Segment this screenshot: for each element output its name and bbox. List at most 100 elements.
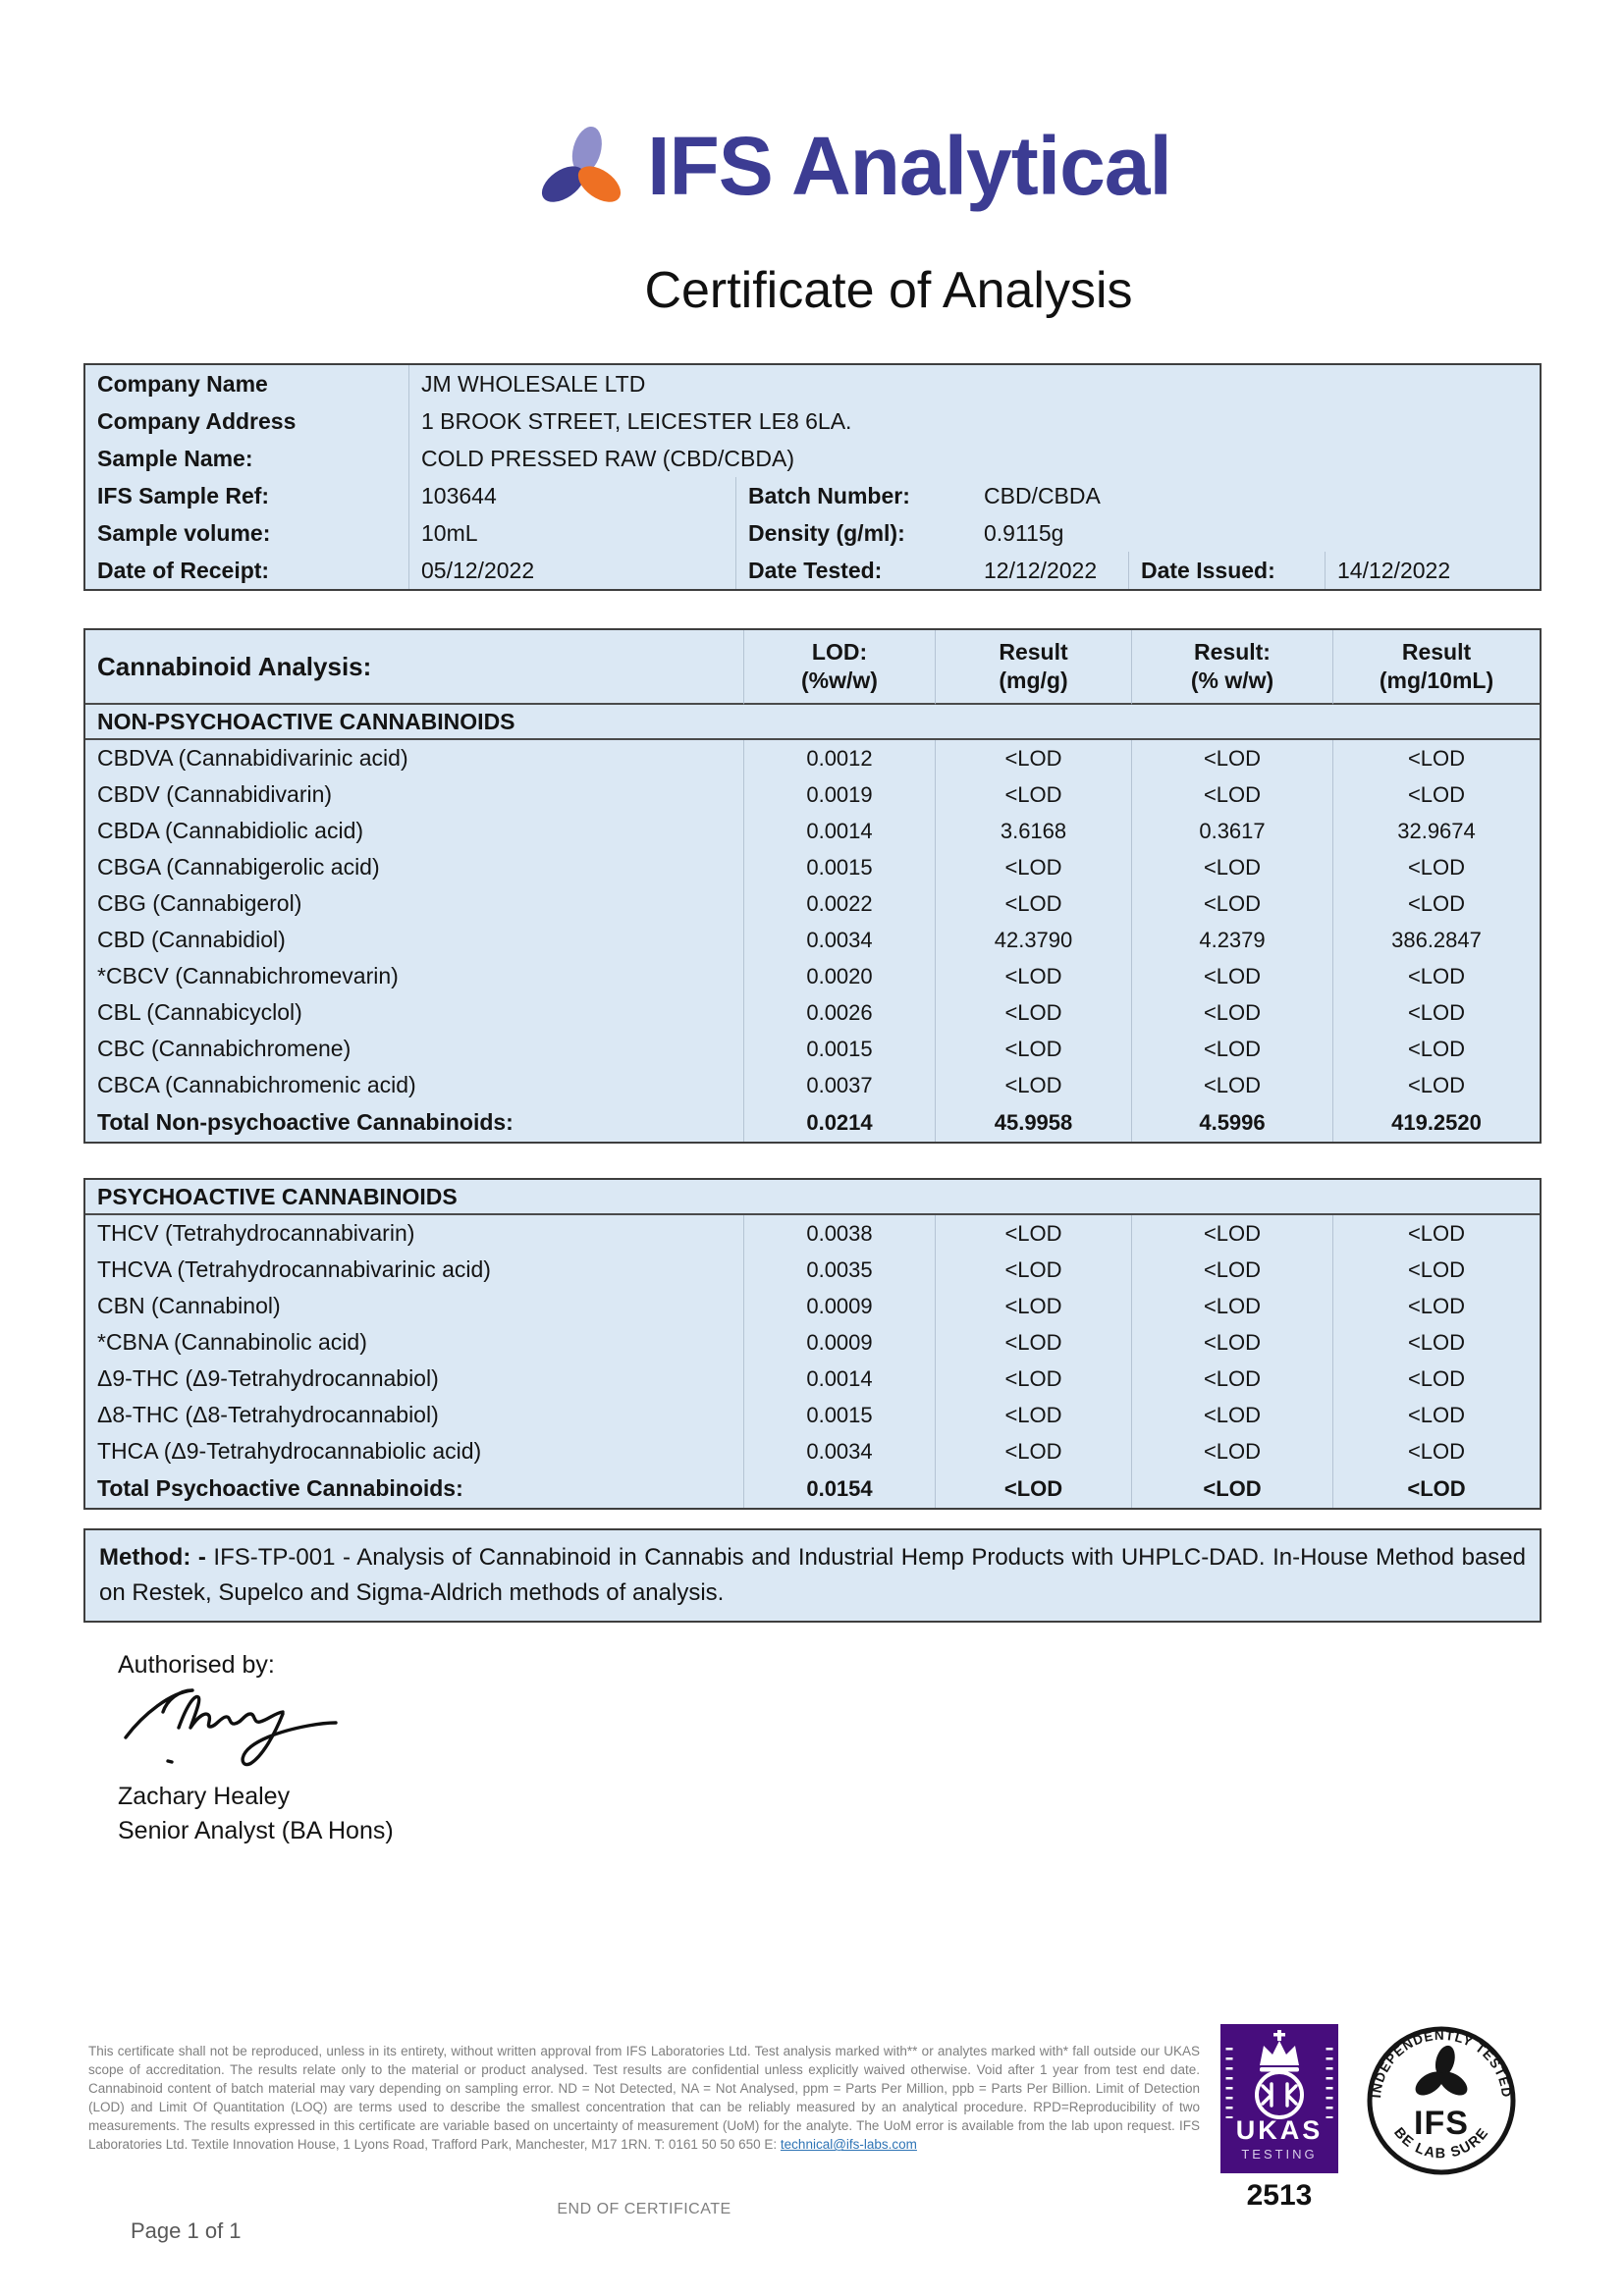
result-mg-g: <LOD	[935, 1288, 1131, 1324]
footer-disclaimer: This certificate shall not be reproduced…	[88, 2042, 1200, 2155]
document-title: Certificate of Analysis	[644, 262, 1133, 319]
method-label: Method: -	[99, 1544, 206, 1571]
lod-value: 0.0012	[743, 740, 935, 776]
analyte-name: CBN (Cannabinol)	[97, 1293, 281, 1318]
result-percent: 0.3617	[1131, 813, 1332, 849]
col-header-lod: LOD: (%w/w)	[743, 630, 935, 705]
sample-volume-value: 10mL	[409, 514, 736, 552]
stamp-logo-icon	[1415, 2045, 1468, 2096]
analyte-name: Δ8-THC (Δ8-Tetrahydrocannabiol)	[97, 1402, 439, 1427]
section-header-psychoactive: PSYCHOACTIVE CANNABINOIDS	[85, 1180, 1540, 1215]
col-header-mg10-line2: (mg/10mL)	[1379, 667, 1494, 693]
result-percent: <LOD	[1131, 885, 1332, 922]
result-mg-10ml: <LOD	[1332, 1067, 1540, 1103]
psychoactive-cannabinoids-table: PSYCHOACTIVE CANNABINOIDS THCV (Tetrahyd…	[83, 1178, 1542, 1510]
result-percent: <LOD	[1131, 1397, 1332, 1433]
email-link[interactable]: technical@ifs-labs.com	[780, 2137, 917, 2153]
result-percent: <LOD	[1131, 1361, 1332, 1397]
ukas-wordmark: UKAS	[1236, 2115, 1324, 2145]
disclaimer-text: This certificate shall not be reproduced…	[88, 2043, 1200, 2153]
sample-ref-label: IFS Sample Ref:	[85, 477, 409, 514]
analyte-name: *CBNA (Cannabinolic acid)	[97, 1329, 367, 1355]
page-number: Page 1 of 1	[131, 2218, 242, 2243]
total-result-percent: 4.5996	[1131, 1103, 1332, 1142]
ifs-stamp: INDEPENDENTLY TESTED BE LAB SURE IFS	[1367, 2026, 1516, 2175]
result-mg-g: <LOD	[935, 1324, 1131, 1361]
total-result-mg-10ml: <LOD	[1332, 1469, 1540, 1508]
result-percent: <LOD	[1131, 849, 1332, 885]
company-name-value: JM WHOLESALE LTD	[421, 370, 646, 397]
ukas-circle-icon	[1255, 2070, 1304, 2119]
analyte-name: CBGA (Cannabigerolic acid)	[97, 854, 380, 880]
result-mg-g: <LOD	[935, 1361, 1131, 1397]
total-lod-value: 0.0154	[743, 1469, 935, 1508]
total-result-percent: <LOD	[1131, 1469, 1332, 1508]
batch-number-label: Batch Number:	[748, 482, 910, 508]
result-mg-g: 42.3790	[935, 922, 1131, 958]
analyte-name: CBC (Cannabichromene)	[97, 1036, 352, 1061]
cannabinoid-analysis-table: Cannabinoid Analysis: LOD: (%w/w) Result…	[83, 628, 1542, 1144]
lod-value: 0.0038	[743, 1215, 935, 1252]
result-percent: <LOD	[1131, 994, 1332, 1031]
col-header-pct-line2: (% w/w)	[1190, 667, 1274, 693]
analyte-name: THCA (Δ9-Tetrahydrocannabiolic acid)	[97, 1438, 482, 1464]
sample-name-value: COLD PRESSED RAW (CBD/CBDA)	[421, 445, 794, 471]
result-percent: <LOD	[1131, 740, 1332, 776]
result-mg-10ml: <LOD	[1332, 776, 1540, 813]
total-psychoactive-label: Total Psychoactive Cannabinoids:	[97, 1475, 463, 1501]
result-mg-10ml: <LOD	[1332, 1433, 1540, 1469]
lod-value: 0.0019	[743, 776, 935, 813]
result-mg-10ml: 386.2847	[1332, 922, 1540, 958]
ukas-symbol-icon	[1261, 2082, 1298, 2108]
result-mg-10ml: <LOD	[1332, 740, 1540, 776]
ukas-testing-label: TESTING	[1241, 2147, 1317, 2162]
company-name-label: Company Name	[85, 365, 409, 402]
col-header-result-percent: Result: (% w/w)	[1131, 630, 1332, 705]
lod-value: 0.0015	[743, 849, 935, 885]
analyte-name: CBL (Cannabicyclol)	[97, 999, 302, 1025]
analyte-name: THCVA (Tetrahydrocannabivarinic acid)	[97, 1256, 491, 1282]
analyte-name: CBDV (Cannabidivarin)	[97, 781, 333, 807]
result-mg-g: <LOD	[935, 958, 1131, 994]
result-mg-10ml: <LOD	[1332, 1031, 1540, 1067]
signature-image	[124, 1688, 338, 1767]
lod-value: 0.0035	[743, 1252, 935, 1288]
result-mg-10ml: <LOD	[1332, 1215, 1540, 1252]
result-mg-g: <LOD	[935, 740, 1131, 776]
date-receipt-label: Date of Receipt:	[85, 552, 409, 589]
stamp-center-text: IFS	[1414, 2105, 1469, 2142]
lod-value: 0.0022	[743, 885, 935, 922]
result-mg-10ml: 32.9674	[1332, 813, 1540, 849]
result-mg-g: <LOD	[935, 1067, 1131, 1103]
date-tested-value: 12/12/2022	[972, 552, 1129, 589]
result-mg-g: 3.6168	[935, 813, 1131, 849]
analyte-name: *CBCV (Cannabichromevarin)	[97, 963, 399, 988]
result-percent: 4.2379	[1131, 922, 1332, 958]
analyst-name: Zachary Healey	[118, 1783, 291, 1810]
ifs-logo-icon	[542, 126, 622, 202]
col-header-mgg-line1: Result	[999, 639, 1068, 666]
result-mg-10ml: <LOD	[1332, 1361, 1540, 1397]
col-header-result-mg-g: Result (mg/g)	[935, 630, 1131, 705]
result-mg-g: <LOD	[935, 849, 1131, 885]
result-percent: <LOD	[1131, 1031, 1332, 1067]
method-box: Method: - IFS-TP-001 - Analysis of Canna…	[83, 1528, 1542, 1623]
ukas-logo: UKAS TESTING 2513	[1220, 2024, 1338, 2213]
col-header-mg10-line1: Result	[1401, 639, 1472, 666]
result-percent: <LOD	[1131, 1288, 1332, 1324]
sample-ref-value: 103644	[409, 477, 736, 514]
analyte-name: CBD (Cannabidiol)	[97, 927, 286, 952]
result-percent: <LOD	[1131, 776, 1332, 813]
date-tested-label: Date Tested:	[748, 557, 883, 583]
method-text: IFS-TP-001 - Analysis of Cannabinoid in …	[99, 1544, 1527, 1606]
total-result-mg-10ml: 419.2520	[1332, 1103, 1540, 1142]
company-address-value: 1 BROOK STREET, LEICESTER LE8 6LA.	[421, 407, 852, 434]
result-percent: <LOD	[1131, 1067, 1332, 1103]
lod-value: 0.0015	[743, 1031, 935, 1067]
col-header-result-mg-10ml: Result (mg/10mL)	[1332, 630, 1540, 705]
result-mg-g: <LOD	[935, 994, 1131, 1031]
sample-volume-label: Sample volume:	[85, 514, 409, 552]
col-header-lod-line1: LOD:	[811, 639, 868, 666]
lod-value: 0.0034	[743, 1433, 935, 1469]
